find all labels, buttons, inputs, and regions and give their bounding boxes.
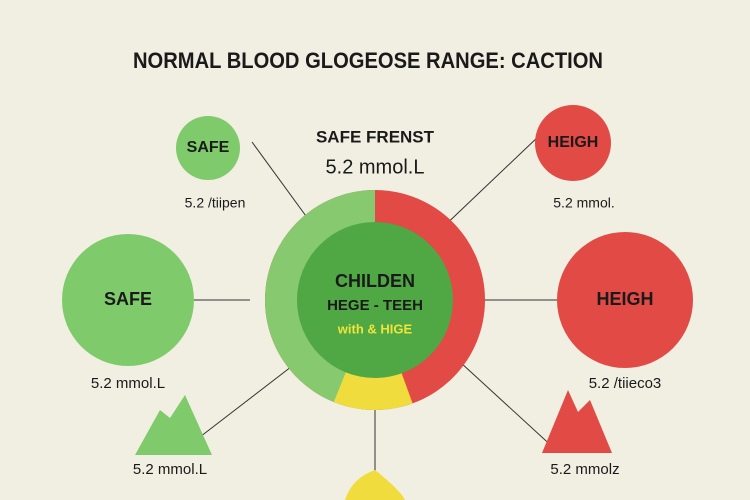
node-caption: 5.2 /tiipen [185,195,246,211]
ring-line: CHILDEN [335,271,415,291]
node-label: SAFE [187,139,230,156]
inner-circle [297,222,453,378]
connector [459,361,557,451]
node-label: HEIGH [548,134,599,151]
title: NORMAL BLOOD GLOGEOSE RANGE: CACTION [133,48,603,73]
ring-line: with & HIGE [337,321,413,336]
peak-caption: 5.2 mmolz [550,461,619,478]
node-circle [62,234,194,366]
node-circle [557,232,693,368]
center-value: 5.2 mmol.L [326,156,425,178]
node-label: HEIGH [596,289,653,309]
node-label: SAFE [104,289,152,309]
center-label: SAFE FRENST [316,127,435,146]
ring-line: HEGE - TEEH [327,297,423,314]
node-caption: 5.2 /tiieco3 [589,375,662,392]
node-circle [535,105,611,181]
peak-shape [135,395,212,455]
node-caption: 5.2 mmol. [553,195,614,211]
node-circle [176,116,240,180]
connector [195,359,301,441]
peak-shape [542,390,612,453]
peak-caption: 5.2 mmol.L [133,461,207,478]
connector [437,134,541,233]
bottom-blob [345,470,405,500]
node-caption: 5.2 mmol.L [91,375,165,392]
